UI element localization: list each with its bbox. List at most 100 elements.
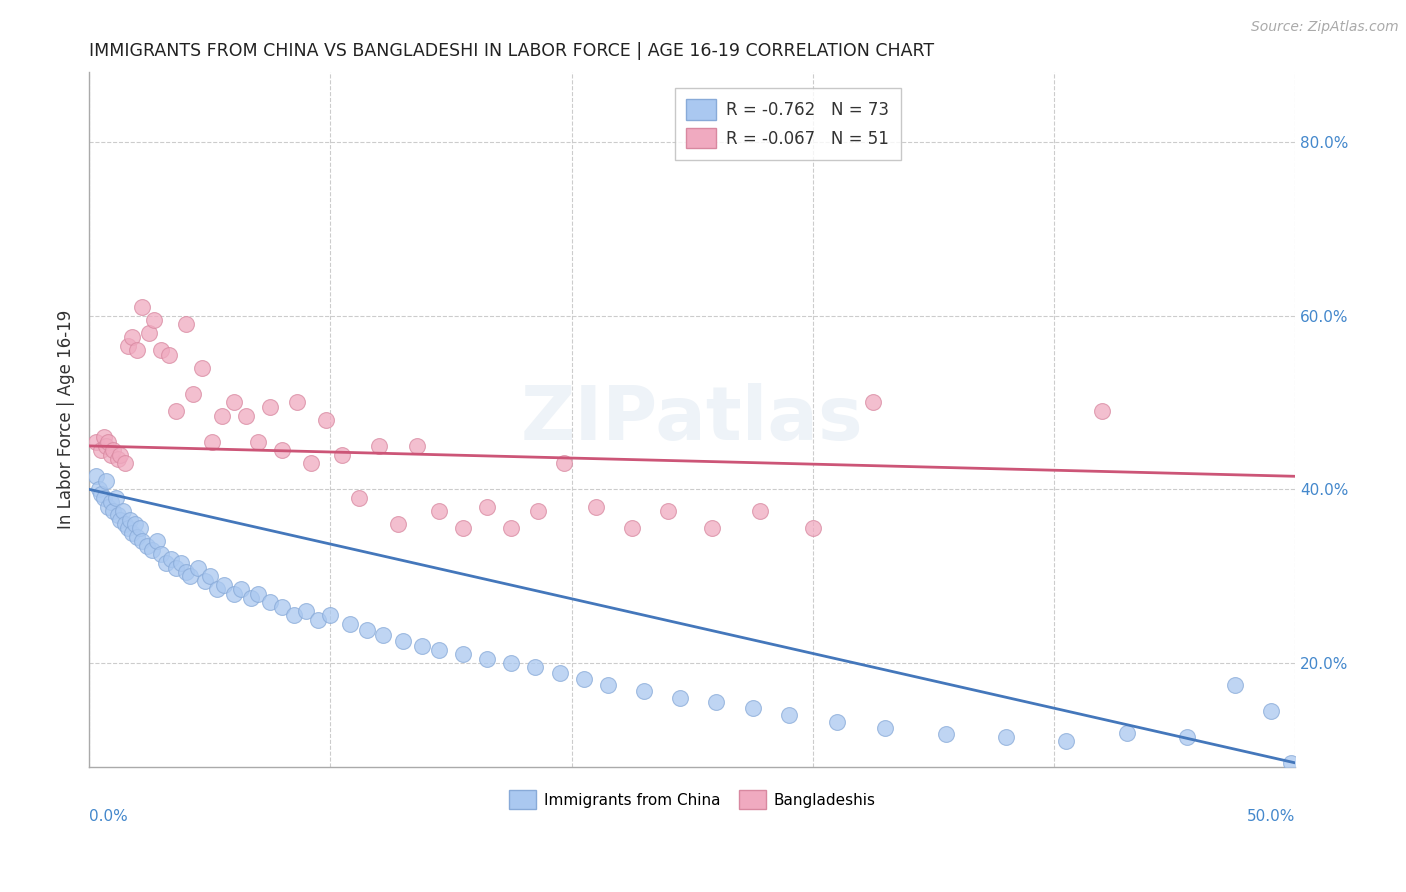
Point bbox=[174, 318, 197, 332]
Point bbox=[367, 439, 389, 453]
Point bbox=[315, 413, 337, 427]
Point bbox=[104, 491, 127, 505]
Point bbox=[501, 521, 523, 535]
Point bbox=[349, 491, 371, 505]
Point bbox=[212, 578, 235, 592]
Point bbox=[138, 326, 160, 340]
Text: Source: ZipAtlas.com: Source: ZipAtlas.com bbox=[1251, 20, 1399, 34]
Point bbox=[246, 586, 269, 600]
Point bbox=[706, 695, 728, 709]
Point bbox=[84, 469, 107, 483]
Point bbox=[657, 504, 679, 518]
Point bbox=[128, 521, 150, 535]
Point bbox=[181, 386, 204, 401]
Point bbox=[117, 339, 139, 353]
Point bbox=[427, 643, 450, 657]
Point bbox=[84, 434, 107, 449]
Point bbox=[700, 521, 723, 535]
Point bbox=[143, 313, 166, 327]
Point bbox=[136, 539, 159, 553]
Point bbox=[596, 678, 619, 692]
Point bbox=[229, 582, 252, 597]
Point bbox=[373, 628, 395, 642]
Point bbox=[339, 617, 361, 632]
Point bbox=[307, 613, 329, 627]
Point bbox=[475, 651, 498, 665]
Point bbox=[239, 591, 262, 605]
Point bbox=[295, 604, 318, 618]
Point bbox=[114, 517, 136, 532]
Point bbox=[131, 300, 153, 314]
Point bbox=[160, 551, 183, 566]
Point bbox=[387, 517, 409, 532]
Point bbox=[150, 548, 173, 562]
Point bbox=[103, 504, 125, 518]
Point bbox=[170, 556, 193, 570]
Point bbox=[127, 343, 149, 358]
Point bbox=[994, 730, 1017, 744]
Point bbox=[741, 701, 763, 715]
Point bbox=[179, 569, 201, 583]
Point bbox=[100, 448, 122, 462]
Point bbox=[524, 660, 547, 674]
Point bbox=[110, 448, 132, 462]
Point bbox=[110, 513, 132, 527]
Point bbox=[97, 434, 120, 449]
Point bbox=[165, 404, 187, 418]
Point bbox=[875, 721, 897, 735]
Point bbox=[391, 634, 413, 648]
Point bbox=[155, 556, 177, 570]
Point bbox=[527, 504, 550, 518]
Text: 0.0%: 0.0% bbox=[89, 809, 128, 824]
Point bbox=[124, 517, 146, 532]
Point bbox=[501, 656, 523, 670]
Point bbox=[107, 451, 129, 466]
Point bbox=[1279, 756, 1302, 770]
Point bbox=[103, 443, 125, 458]
Point bbox=[669, 690, 692, 705]
Point bbox=[191, 360, 214, 375]
Point bbox=[285, 395, 308, 409]
Y-axis label: In Labor Force | Age 16-19: In Labor Force | Age 16-19 bbox=[58, 310, 75, 530]
Point bbox=[90, 443, 112, 458]
Point bbox=[141, 543, 163, 558]
Point bbox=[90, 486, 112, 500]
Point bbox=[633, 683, 655, 698]
Point bbox=[121, 525, 143, 540]
Point bbox=[825, 715, 848, 730]
Point bbox=[150, 343, 173, 358]
Point bbox=[198, 569, 221, 583]
Point bbox=[201, 434, 224, 449]
Point bbox=[205, 582, 228, 597]
Point bbox=[451, 648, 474, 662]
Point bbox=[114, 456, 136, 470]
Point bbox=[475, 500, 498, 514]
Point bbox=[271, 443, 294, 458]
Point bbox=[259, 595, 281, 609]
Point bbox=[131, 534, 153, 549]
Point bbox=[1175, 730, 1198, 744]
Text: ZIPatlas: ZIPatlas bbox=[522, 384, 863, 457]
Point bbox=[187, 560, 209, 574]
Point bbox=[259, 400, 281, 414]
Point bbox=[411, 639, 433, 653]
Legend: Immigrants from China, Bangladeshis: Immigrants from China, Bangladeshis bbox=[502, 784, 882, 815]
Point bbox=[572, 672, 595, 686]
Point bbox=[1091, 404, 1114, 418]
Point bbox=[1260, 704, 1282, 718]
Point bbox=[553, 456, 575, 470]
Point bbox=[585, 500, 607, 514]
Point bbox=[271, 599, 294, 614]
Text: IMMIGRANTS FROM CHINA VS BANGLADESHI IN LABOR FORCE | AGE 16-19 CORRELATION CHAR: IMMIGRANTS FROM CHINA VS BANGLADESHI IN … bbox=[89, 42, 934, 60]
Point bbox=[246, 434, 269, 449]
Point bbox=[222, 395, 245, 409]
Point bbox=[107, 508, 129, 523]
Point bbox=[222, 586, 245, 600]
Point bbox=[1115, 725, 1137, 739]
Point bbox=[748, 504, 770, 518]
Point bbox=[801, 521, 824, 535]
Point bbox=[620, 521, 643, 535]
Text: 50.0%: 50.0% bbox=[1247, 809, 1295, 824]
Point bbox=[93, 430, 115, 444]
Point bbox=[319, 608, 342, 623]
